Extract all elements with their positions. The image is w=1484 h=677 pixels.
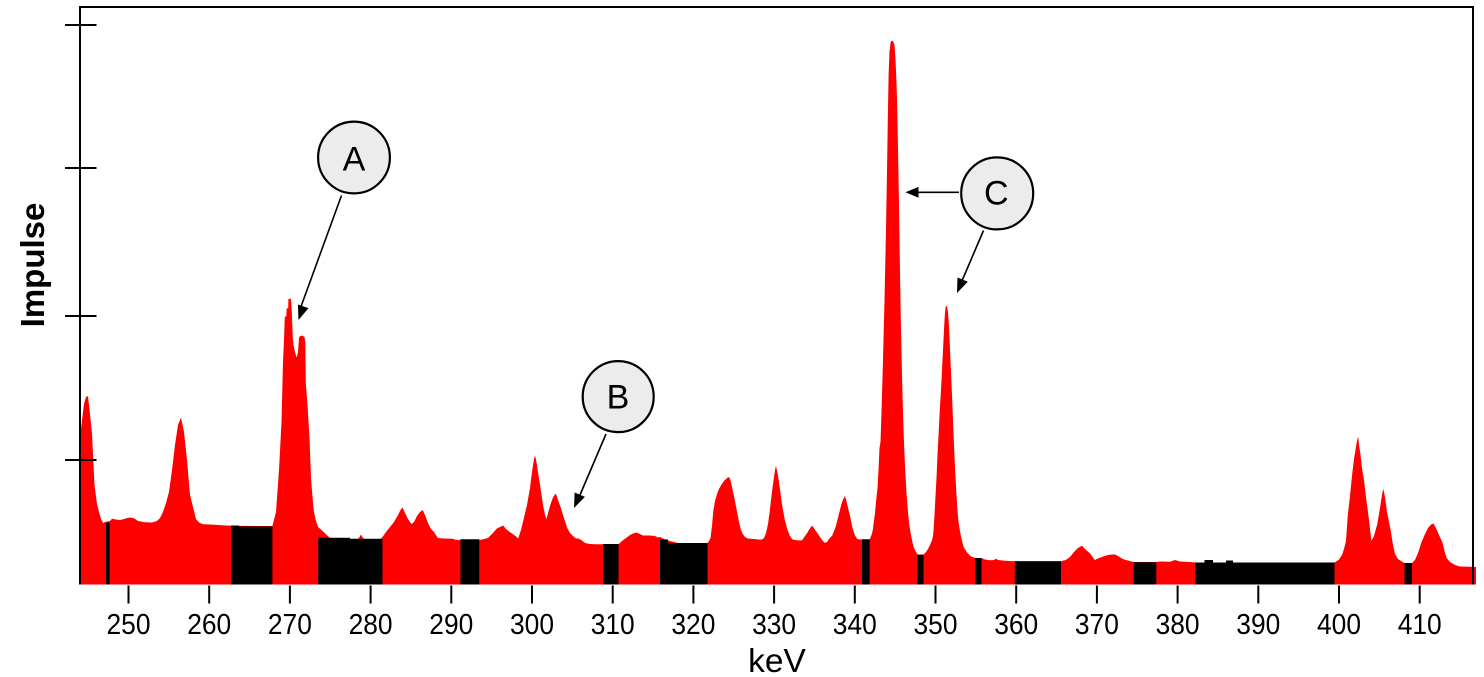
svg-text:320: 320 <box>671 609 715 641</box>
svg-text:400: 400 <box>1317 609 1361 641</box>
svg-text:B: B <box>607 379 630 417</box>
svg-text:280: 280 <box>349 609 393 641</box>
svg-text:290: 290 <box>429 609 473 641</box>
svg-text:370: 370 <box>1075 609 1119 641</box>
svg-text:360: 360 <box>994 609 1038 641</box>
svg-text:410: 410 <box>1398 609 1442 641</box>
svg-text:340: 340 <box>833 609 877 641</box>
svg-text:C: C <box>984 175 1009 213</box>
svg-text:260: 260 <box>187 609 231 641</box>
svg-text:330: 330 <box>752 609 796 641</box>
svg-text:270: 270 <box>268 609 312 641</box>
svg-text:390: 390 <box>1236 609 1280 641</box>
svg-text:380: 380 <box>1156 609 1200 641</box>
svg-text:keV: keV <box>748 643 806 677</box>
svg-text:250: 250 <box>107 609 151 641</box>
svg-text:350: 350 <box>914 609 958 641</box>
svg-text:310: 310 <box>591 609 635 641</box>
svg-text:A: A <box>343 141 366 179</box>
svg-text:Impulse: Impulse <box>14 203 51 328</box>
svg-text:300: 300 <box>510 609 554 641</box>
